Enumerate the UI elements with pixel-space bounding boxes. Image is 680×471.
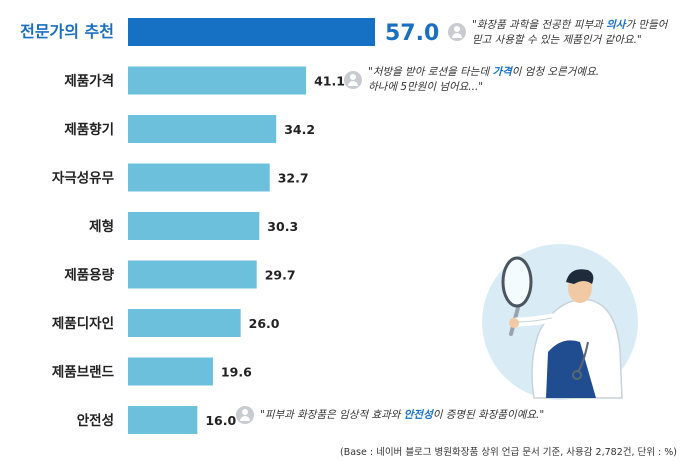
safety-quote-highlight: 안전성 xyxy=(403,409,433,421)
bar-2 xyxy=(128,115,277,143)
price-quote-text: "처방을 받아 로션을 타는데 xyxy=(368,66,493,78)
category-label: 제품브랜드 xyxy=(52,364,115,381)
category-label: 자극성유무 xyxy=(52,171,115,187)
bar-6 xyxy=(128,309,241,337)
value-label: 32.7 xyxy=(278,171,309,186)
value-label: 29.7 xyxy=(265,268,296,283)
bar-3 xyxy=(128,163,270,192)
value-label: 19.6 xyxy=(221,365,252,380)
category-label: 전문가의 추천 xyxy=(20,22,114,41)
safety-quote: "피부과 화장품은 임상적 효과와 안전성이 증명된 화장품이예요." xyxy=(260,408,544,423)
footnote: (Base : 네이버 블로그 병원화장품 상위 언급 문서 기준, 사용감 2… xyxy=(340,447,677,458)
bar-8 xyxy=(128,406,198,434)
user-avatar-icon xyxy=(236,406,254,424)
bar-4 xyxy=(128,212,260,240)
safety-quote-text: 이 증명된 화장품이예요." xyxy=(432,409,545,421)
category-label: 안전성 xyxy=(77,412,114,429)
expert-quote-text: 믿고 사용할 수 있는 제품인거 같아요." xyxy=(472,34,642,46)
bar-7 xyxy=(128,357,213,386)
value-label: 16.0 xyxy=(205,413,236,428)
price-quote-text: 하나에 5만원이 넘어요..." xyxy=(368,81,484,93)
value-label: 57.0 xyxy=(385,21,439,46)
price-quote-highlight: 가격 xyxy=(492,66,512,78)
safety-quote-text: "피부과 화장품은 임상적 효과와 xyxy=(260,409,404,421)
value-label: 34.2 xyxy=(284,122,315,137)
expert-quote-text: "화장품 과학을 전공한 피부과 xyxy=(472,19,607,31)
doctor-with-magnifier-icon xyxy=(482,244,638,400)
bar-0 xyxy=(128,18,375,46)
category-label: 제형 xyxy=(89,218,114,235)
user-avatar-icon xyxy=(448,23,466,41)
category-label: 제품용량 xyxy=(64,268,114,284)
bar-1 xyxy=(128,66,307,95)
value-label: 30.3 xyxy=(267,219,298,234)
expert-quote-text: 가 만들어 xyxy=(625,19,668,31)
price-quote: "처방을 받아 로션을 타는데 가격이 엄청 오른거예요. 하나에 5만원이 넘… xyxy=(368,65,599,95)
expert-quote-highlight: 의사 xyxy=(606,19,626,31)
expert-quote: "화장품 과학을 전공한 피부과 의사가 만들어 믿고 사용할 수 있는 제품인… xyxy=(472,18,667,48)
user-avatar-icon xyxy=(344,71,362,89)
category-label: 제품가격 xyxy=(64,73,114,90)
category-label: 제품향기 xyxy=(64,121,114,138)
value-label: 41.1 xyxy=(314,74,345,89)
price-quote-text: 이 엄청 오른거예요. xyxy=(511,66,600,78)
bar-5 xyxy=(128,260,257,289)
category-label: 제품디자인 xyxy=(52,315,114,332)
value-label: 26.0 xyxy=(249,316,280,331)
